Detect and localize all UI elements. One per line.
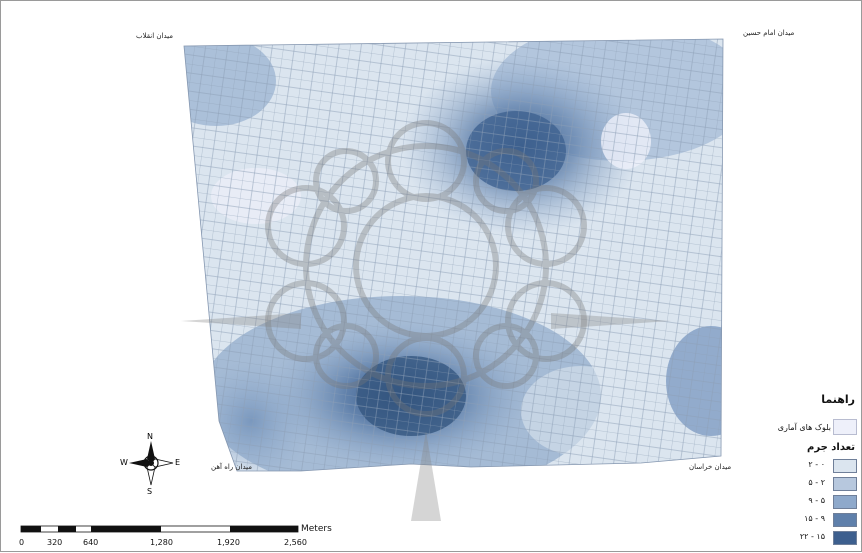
legend-class-label: ۱۵ - ۹ bbox=[804, 514, 825, 523]
watermark bbox=[265, 120, 587, 417]
legend-swatch bbox=[833, 531, 857, 545]
legend-swatch bbox=[833, 459, 857, 473]
scale-tick: 1,920 bbox=[217, 538, 240, 547]
legend-class-row: ۲ - ۰ bbox=[747, 459, 857, 473]
legend-swatch bbox=[833, 513, 857, 527]
east-label: E bbox=[175, 458, 181, 467]
north-label: N bbox=[147, 432, 153, 441]
legend-class-row: ۱۵ - ۹ bbox=[747, 513, 857, 527]
scale-unit-label: Meters bbox=[301, 524, 332, 534]
legend-class-row: ۵ - ۲ bbox=[747, 477, 857, 491]
scale-bar bbox=[20, 525, 299, 533]
legend-title: راهنما bbox=[821, 393, 855, 406]
legend-class-label: ۵ - ۲ bbox=[808, 478, 825, 487]
scale-tick: 320 bbox=[47, 538, 63, 547]
legend-swatch bbox=[833, 495, 857, 509]
place-label-khorasan: میدان خراسان bbox=[689, 463, 732, 471]
legend-swatch bbox=[833, 477, 857, 491]
north-arrow bbox=[129, 441, 174, 486]
scale-tick: 1,280 bbox=[150, 538, 173, 547]
place-label-rah-ahan: میدان راه آهن bbox=[211, 463, 253, 471]
legend-subtitle: تعداد جرم bbox=[807, 442, 855, 453]
legend-class-row: ۹ - ۵ bbox=[747, 495, 857, 509]
scale-tick: 2,560 bbox=[284, 538, 307, 547]
place-label-enghelab: میدان انقلاب bbox=[136, 32, 174, 40]
scale-tick: 0 bbox=[19, 538, 25, 547]
legend-block-label: بلوک های آماری bbox=[777, 423, 831, 432]
study-area bbox=[184, 39, 723, 471]
legend-class-label: ۹ - ۵ bbox=[808, 496, 825, 505]
south-label: S bbox=[147, 487, 153, 496]
legend-class-label: ۲ - ۰ bbox=[808, 460, 825, 469]
legend-class-label: ۲۲ - ۱۵ bbox=[799, 532, 825, 541]
legend-block-swatch bbox=[833, 419, 857, 435]
place-label-imam-hossein: میدان امام حسین bbox=[743, 29, 795, 37]
scale-tick: 640 bbox=[83, 538, 99, 547]
west-label: W bbox=[120, 458, 128, 467]
legend-class-row: ۲۲ - ۱۵ bbox=[747, 531, 857, 545]
